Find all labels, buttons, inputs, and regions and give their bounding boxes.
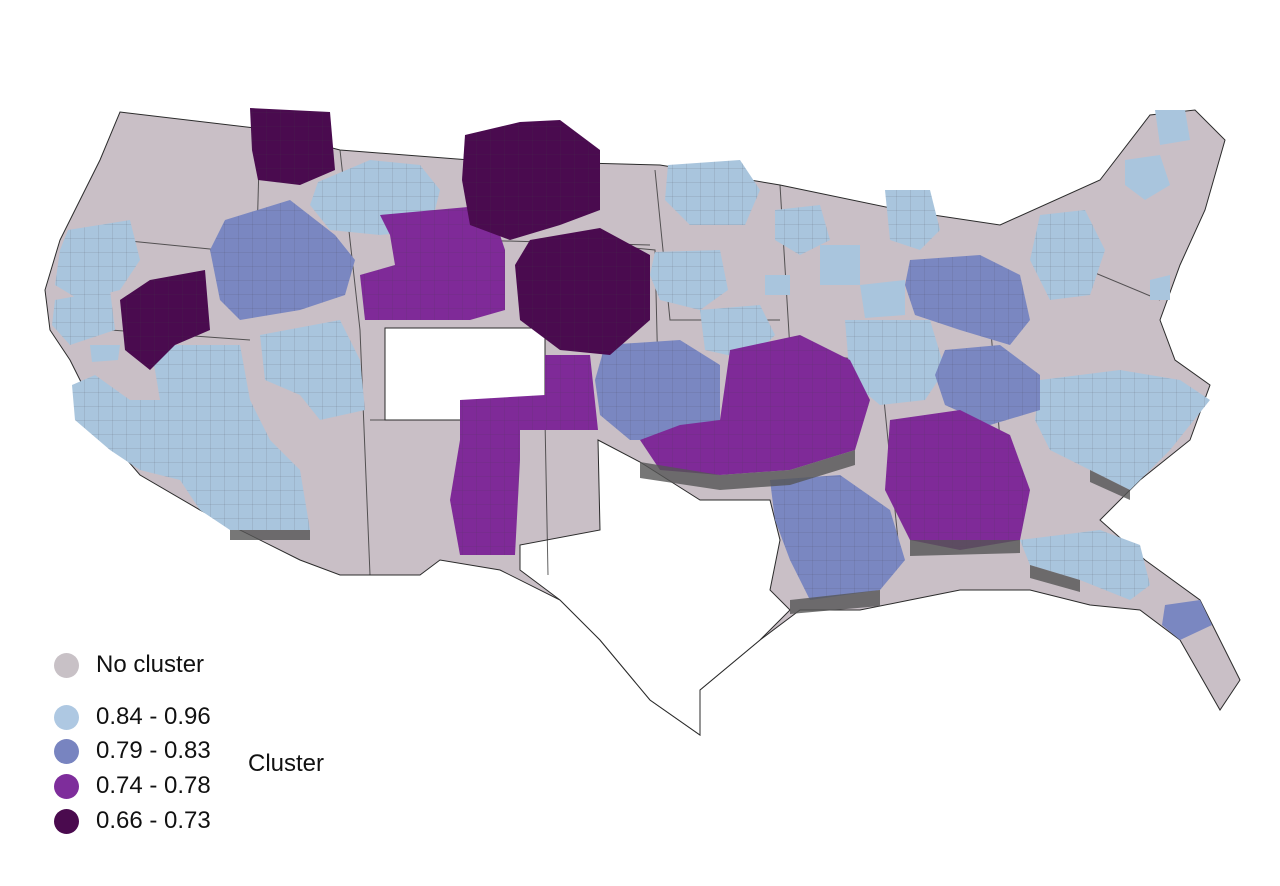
legend-item-no-cluster: No cluster [54, 650, 204, 680]
legend-swatch [54, 773, 79, 799]
legend-label: 0.79 - 0.83 [96, 737, 211, 764]
legend-swatch [54, 704, 79, 730]
cluster-0-79-0-83 [210, 200, 1212, 640]
legend-label: 0.74 - 0.78 [96, 772, 211, 799]
cluster-0-74-0-78 [360, 205, 1030, 555]
legend-item-class-2: 0.79 - 0.83 [54, 736, 211, 766]
cluster-0-66-0-73 [120, 108, 650, 370]
legend-item-class-3: 0.74 - 0.78 [54, 771, 211, 801]
extrusion-shadows [230, 450, 1130, 614]
legend-swatch [54, 652, 79, 678]
legend-label: 0.66 - 0.73 [96, 807, 211, 834]
legend-title: Cluster [248, 750, 325, 777]
legend-swatch [54, 738, 79, 764]
texas-region [519, 439, 791, 736]
legend-label: 0.84 - 0.96 [96, 703, 211, 730]
legend-item-class-1: 0.84 - 0.96 [54, 702, 211, 732]
legend-swatch [54, 808, 79, 834]
cluster-0-84-0-96 [52, 110, 1210, 600]
legend-label: No cluster [96, 651, 205, 678]
legend-item-class-4: 0.66 - 0.73 [54, 806, 211, 836]
map-legend: No cluster 0.84 - 0.96 0.79 - 0.83 0.74 … [54, 646, 374, 846]
